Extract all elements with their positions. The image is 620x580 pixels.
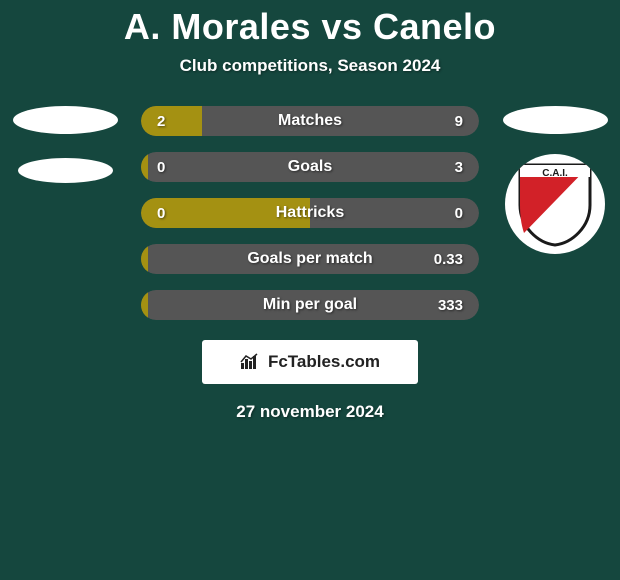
- stat-bar: Min per goal333: [141, 290, 479, 320]
- body-area: C.A.I. Matches29Goals03Hattricks00Goals …: [0, 106, 620, 422]
- stat-right-value: 0: [455, 205, 463, 222]
- stat-values: 00: [141, 198, 479, 228]
- stat-left-value: 2: [157, 113, 165, 130]
- stat-values: 0.33: [141, 244, 479, 274]
- stat-right-value: 333: [438, 297, 463, 314]
- attribution-badge: FcTables.com: [202, 340, 418, 384]
- stat-values: 333: [141, 290, 479, 320]
- stat-left-value: 0: [157, 205, 165, 222]
- stat-bar: Goals03: [141, 152, 479, 182]
- right-player-column: C.A.I.: [490, 106, 620, 254]
- stat-values: 29: [141, 106, 479, 136]
- stat-left-value: 0: [157, 159, 165, 176]
- right-player-photo-placeholder: [503, 106, 608, 134]
- date-text: 27 november 2024: [0, 402, 620, 422]
- stat-values: 03: [141, 152, 479, 182]
- subtitle: Club competitions, Season 2024: [0, 56, 620, 76]
- comparison-card: A. Morales vs Canelo Club competitions, …: [0, 0, 620, 422]
- bar-chart-icon: [240, 353, 262, 371]
- page-title: A. Morales vs Canelo: [0, 6, 620, 48]
- stats-bars: Matches29Goals03Hattricks00Goals per mat…: [141, 106, 479, 320]
- left-player-photo-placeholder: [13, 106, 118, 134]
- attribution-text: FcTables.com: [268, 352, 380, 372]
- left-player-column: [0, 106, 130, 183]
- club-shield-icon: C.A.I.: [516, 161, 594, 247]
- stat-right-value: 9: [455, 113, 463, 130]
- stat-bar: Matches29: [141, 106, 479, 136]
- stat-right-value: 3: [455, 159, 463, 176]
- svg-text:C.A.I.: C.A.I.: [542, 168, 568, 179]
- right-club-badge: C.A.I.: [505, 154, 605, 254]
- stat-right-value: 0.33: [434, 251, 463, 268]
- stat-bar: Goals per match0.33: [141, 244, 479, 274]
- left-club-badge-placeholder: [18, 158, 113, 183]
- stat-bar: Hattricks00: [141, 198, 479, 228]
